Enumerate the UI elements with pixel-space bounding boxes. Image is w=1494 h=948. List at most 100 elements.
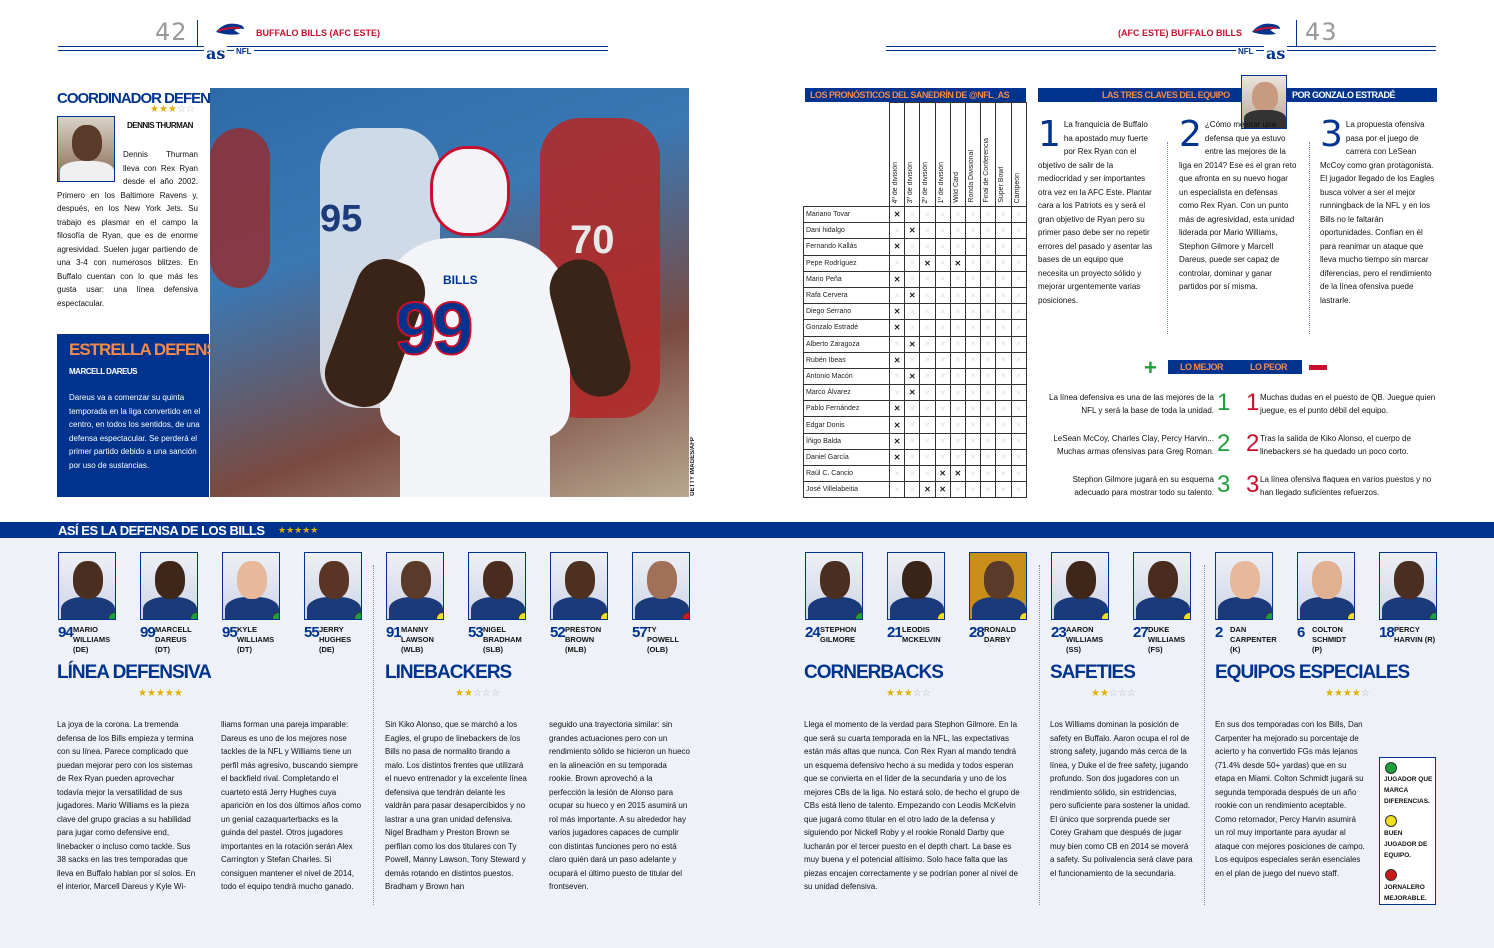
status-dot: [436, 612, 443, 619]
status-dot: [1183, 612, 1190, 619]
prediction-row: Alberto Zaragoza ✕ ✕ ✕ ✕ ✕ ✕ ✕ ✕ ✕: [803, 335, 1027, 353]
prediction-cell: ✕: [995, 481, 1012, 499]
best-label: LO MEJOR: [1180, 362, 1224, 372]
prediction-mark: ✕: [904, 367, 921, 386]
prediction-mark: ✕: [904, 286, 921, 305]
player-name: DUKE WILLIAMS (FS): [1148, 625, 1186, 654]
dl-stars: ★★★★★: [138, 688, 183, 699]
player-number: 99: [140, 624, 156, 641]
prediction-cell: ✕: [904, 319, 921, 337]
predictions-header-row: 4º de división 3º de división 2º de divi…: [803, 102, 1027, 207]
prediction-cell: ✕: [1010, 254, 1027, 272]
prediction-cell: ✕: [995, 351, 1012, 369]
prediction-row: Antonio Macón ✕ ✕ ✕ ✕ ✕ ✕ ✕ ✕ ✕: [803, 367, 1027, 386]
defense-banner: [0, 522, 1494, 538]
predictions-header: [805, 88, 1026, 102]
prediction-cell: ✕: [904, 351, 921, 369]
player-card: 2 DAN CARPENTER (K): [1215, 552, 1277, 654]
player-shoulders: [143, 597, 197, 619]
prediction-cell: ✕: [1010, 400, 1027, 418]
prediction-cell: ✕: [888, 254, 906, 272]
player-shoulders: [225, 597, 279, 619]
prediction-cell: ✕: [964, 481, 982, 499]
player-number: 18: [1379, 624, 1395, 641]
jersey-number: 99: [394, 286, 474, 371]
prediction-cell: ✕: [934, 351, 951, 369]
prediction-cell: ✕: [1010, 416, 1027, 434]
prediction-cell: ✕: [919, 384, 936, 402]
prediction-cell: ✕: [995, 238, 1012, 256]
prediction-cell: ✕: [934, 270, 951, 288]
player-photo: [1215, 552, 1273, 620]
prediction-cell: ✕: [904, 448, 921, 467]
player-name: PERCY HARVIN (R): [1394, 625, 1436, 644]
player-photo: [550, 552, 608, 620]
prediction-cell: ✕: [1010, 270, 1027, 288]
predictor-name: Edgar Donis: [803, 416, 890, 434]
player-name: TY POWELL (OLB): [647, 625, 679, 654]
prediction-cell: ✕: [964, 464, 982, 483]
player-shoulders: [1300, 597, 1354, 619]
player-photo: [1133, 552, 1191, 620]
prediction-cell: ✕: [1010, 481, 1027, 499]
prediction-cell: ✕: [964, 286, 982, 305]
player-photo: [386, 552, 444, 620]
status-dot: [1101, 612, 1108, 619]
prediction-cell: ✕: [949, 384, 966, 402]
status-dot: [600, 612, 607, 619]
prediction-mark: ✕: [888, 351, 906, 369]
prediction-row: Mariano Tovar ✕ ✕ ✕ ✕ ✕ ✕ ✕ ✕ ✕: [803, 205, 1027, 224]
prediction-cell: ✕: [919, 416, 936, 434]
st-stars: ★★★★☆: [1325, 688, 1370, 699]
prediction-cell: ✕: [964, 400, 982, 418]
prediction-cell: ✕: [980, 335, 997, 353]
prediction-cell: ✕: [888, 286, 906, 305]
prediction-cell: ✕: [949, 400, 966, 418]
predictor-name: Mariano Tovar: [803, 205, 890, 224]
prediction-cell: ✕: [934, 384, 951, 402]
main-photo: 95 70 BILLS 99: [210, 88, 689, 497]
key-number: 3: [1320, 114, 1343, 155]
bg-jersey-number: 95: [320, 198, 363, 240]
prediction-cell: ✕: [934, 367, 951, 386]
predictor-name: Antonio Macón: [803, 367, 890, 386]
worst-item-1: Muchas dudas en el puesto de QB. Juegue …: [1260, 393, 1436, 415]
prediction-cell: ✕: [949, 205, 966, 224]
prediction-cell: ✕: [980, 286, 997, 305]
player-head: [155, 561, 185, 599]
best-number: 2: [1217, 430, 1231, 457]
prediction-cell: ✕: [964, 270, 982, 288]
prediction-cell: ✕: [1010, 448, 1027, 467]
player-card: 23 AARON WILLIAMS (SS): [1051, 552, 1109, 654]
prediction-cell: ✕: [949, 319, 966, 337]
predictor-name: Rafa Cervera: [803, 286, 890, 305]
column-divider: [1309, 142, 1310, 334]
player-photo: [1297, 552, 1355, 620]
predictor-name: Marco Álvarez: [803, 384, 890, 402]
author-photo: [1241, 75, 1287, 129]
col-header: Ronda Divisional: [967, 150, 975, 203]
worst-number: 1: [1246, 389, 1260, 416]
key-item-2: 2 ¿Cómo mejorar una defensa que ya estuvo…: [1179, 114, 1297, 292]
col-header: Campeón: [1013, 172, 1021, 203]
prediction-cell: ✕: [964, 351, 982, 369]
player-number: 21: [887, 624, 903, 641]
prediction-cell: ✕: [949, 238, 966, 256]
player-shoulders: [307, 597, 361, 619]
player-name: STEPHON GILMORE: [820, 625, 857, 644]
predictor-name: Mario Peña: [803, 270, 890, 288]
player-head: [984, 561, 1014, 599]
player-number: 27: [1133, 624, 1149, 641]
section-divider: [1039, 565, 1040, 905]
player-photo: [969, 552, 1027, 620]
status-dot: [1429, 612, 1436, 619]
prediction-cell: ✕: [1010, 303, 1027, 321]
player-head: [1394, 561, 1424, 599]
header-rule: [886, 50, 1436, 51]
prediction-cell: ✕: [980, 351, 997, 369]
player-name: DAN CARPENTER (K): [1230, 625, 1277, 654]
player-card: 28 RONALD DARBY: [969, 552, 1027, 644]
player-name: MARCELL DAREUS (DT): [155, 625, 192, 654]
section-divider: [373, 565, 374, 905]
player-name: LEODIS MCKELVIN: [902, 625, 941, 644]
